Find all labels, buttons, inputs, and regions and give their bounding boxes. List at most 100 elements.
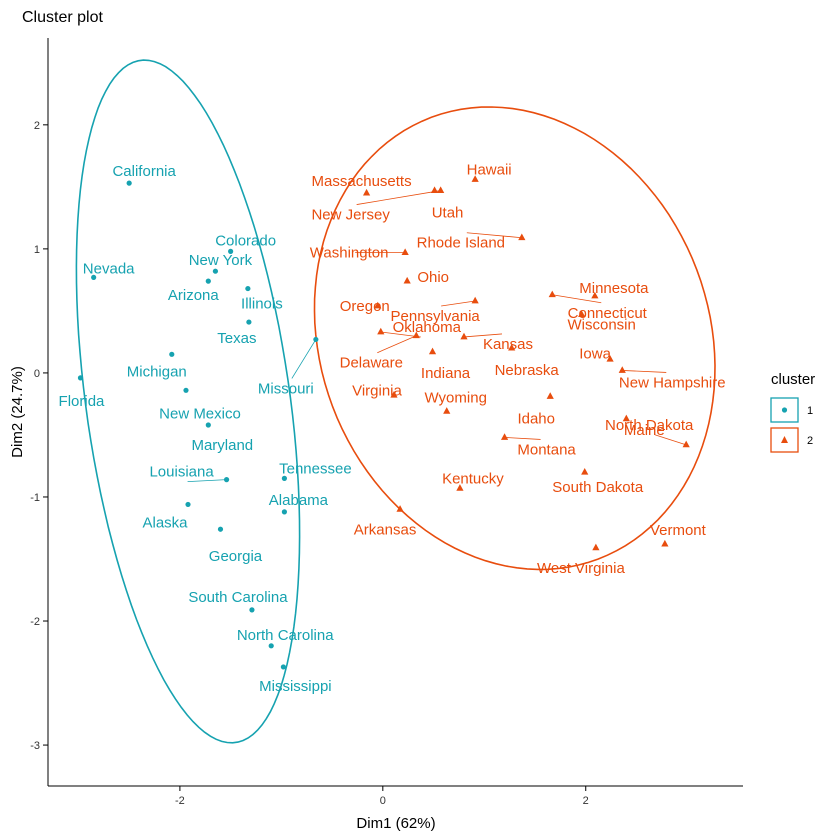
label-texas: Texas [217,330,256,347]
label-virginia: Virginia [352,382,402,399]
point-wyoming [443,407,451,414]
label-north-dakota: North Dakota [605,417,694,434]
point-arizona [205,278,211,284]
point-new-hampshire [618,366,626,373]
point-north-carolina [268,643,274,649]
label-washington: Washington [310,245,389,262]
point-florida [77,375,84,381]
point-south-dakota [581,467,589,475]
point-pennsylvania [471,296,479,304]
point-wisconsin [578,310,586,318]
label-leader-pennsylvania [441,300,476,307]
point-alaska [185,501,191,508]
label-leader-rhode-island [466,232,522,239]
label-leader-montana [504,437,541,440]
label-south-dakota: South Dakota [552,479,644,496]
point-idaho [546,392,554,399]
label-north-carolina: North Carolina [237,627,334,644]
point-nevada [91,274,97,281]
point-new-jersey [437,186,445,193]
legend-label-1: 1 [807,405,813,417]
label-connecticut: Connecticut [568,305,648,322]
y-tick-label: 1 [34,244,40,256]
x-tick-label: 0 [380,795,386,807]
label-minnesota: Minnesota [579,280,649,297]
label-new-hampshire: New Hampshire [619,374,726,391]
label-tennessee: Tennessee [279,460,352,477]
point-maryland [205,422,211,428]
point-nebraska [508,343,516,351]
point-ohio [403,276,411,284]
point-new-mexico [183,387,189,393]
label-kansas: Kansas [483,336,533,353]
point-mississippi [280,664,286,670]
y-tick-label: -3 [30,740,40,752]
point-massachusetts [362,188,371,196]
label-missouri: Missouri [258,380,314,397]
label-leader-connecticut [552,294,602,304]
y-tick-label: -1 [30,492,40,504]
label-georgia: Georgia [209,548,263,565]
point-rhode-island [518,233,526,241]
legend-label-2: 2 [807,435,813,447]
point-tennessee [281,475,288,481]
label-leader-missouri [291,339,317,379]
label-west-virginia: West Virginia [537,560,625,577]
x-tick-label: -2 [175,795,185,807]
point-illinois [245,285,251,292]
label-new-mexico: New Mexico [159,405,241,422]
point-west-virginia [592,543,600,551]
label-nevada: Nevada [83,260,135,277]
label-leader-north-dakota [655,434,687,446]
label-wisconsin: Wisconsin [567,317,635,334]
y-tick-label: -2 [30,616,40,628]
label-leader-new-hampshire [622,370,667,373]
x-axis-title: Dim1 (62%) [356,815,435,832]
label-massachusetts: Massachusetts [312,173,412,190]
point-north-dakota [682,440,690,448]
point-texas [246,319,252,325]
label-utah: Utah [432,205,464,222]
legend-triangle-icon [781,436,788,443]
label-illinois: Illinois [241,296,283,313]
legend-key-2 [770,427,799,453]
y-tick-label: 0 [34,368,40,380]
label-alaska: Alaska [142,514,188,531]
label-rhode-island: Rhode Island [417,235,505,252]
label-south-carolina: South Carolina [188,589,288,606]
legend-circle-icon [781,407,788,413]
point-kansas [460,332,468,340]
x-tick-label: 2 [583,795,589,807]
label-michigan: Michigan [127,363,187,380]
point-south-carolina [249,607,255,613]
label-iowa: Iowa [579,345,611,362]
label-colorado: Colorado [215,232,276,249]
label-leader-new-jersey [356,190,441,205]
label-montana: Montana [517,441,576,458]
label-kentucky: Kentucky [442,470,504,487]
label-arkansas: Arkansas [354,521,417,538]
point-iowa [606,355,614,362]
point-alabama [281,509,288,515]
label-hawaii: Hawaii [467,161,512,178]
point-kentucky [456,484,464,491]
axes: -2 0 2 -3 -2 -1 0 1 2 [30,38,743,807]
label-mississippi: Mississippi [259,678,332,695]
label-ohio: Ohio [417,269,449,286]
label-leader-louisiana [187,479,227,483]
point-connecticut [548,290,556,298]
label-vermont: Vermont [650,522,707,539]
label-leader-delaware [377,335,417,354]
point-indiana [428,347,437,355]
legend-title: cluster [771,371,815,388]
label-louisiana: Louisiana [149,464,214,481]
chart-title: Cluster plot [22,9,103,26]
point-montana [500,433,509,440]
label-alabama: Alabama [269,492,329,509]
label-arizona: Arizona [168,287,220,304]
label-wyoming: Wyoming [425,389,487,406]
point-vermont [661,539,669,547]
legend: cluster 1 2 [770,371,815,453]
label-idaho: Idaho [517,410,555,427]
